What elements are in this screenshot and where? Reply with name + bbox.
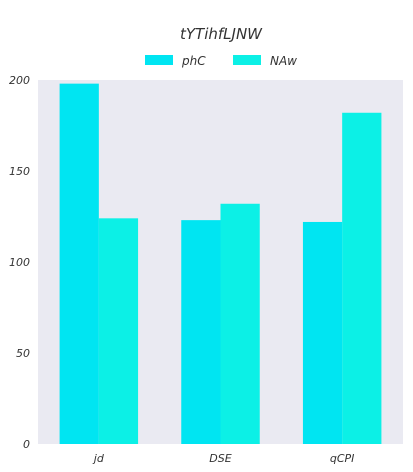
x-tick-label: DSE <box>209 452 231 465</box>
y-tick-label: 150 <box>9 165 30 178</box>
bar-NAw-DSE <box>220 203 260 444</box>
legend-swatch-NAw <box>233 55 261 65</box>
y-axis-ticks: 0 50 100 150 200 <box>9 74 30 451</box>
legend-swatch-phC <box>145 55 173 65</box>
x-axis-ticks: jd DSE qCPI <box>92 452 355 465</box>
bar-NAw-qCPI <box>342 112 382 444</box>
bar-phC-jd <box>59 83 99 444</box>
bar-phC-DSE <box>181 220 221 444</box>
bar-phC-qCPI <box>302 221 343 444</box>
y-tick-label: 0 <box>23 438 30 451</box>
legend-label-NAw: NAw <box>270 54 297 68</box>
legend: phC NAw <box>145 54 297 68</box>
legend-label-phC: phC <box>181 54 206 68</box>
x-tick-label: jd <box>92 452 105 465</box>
chart-title: tYTihfLJNW <box>180 25 263 43</box>
y-tick-label: 50 <box>16 347 30 360</box>
y-tick-label: 200 <box>9 74 30 87</box>
x-tick-label: qCPI <box>330 452 355 465</box>
bar-NAw-jd <box>98 218 139 444</box>
y-tick-label: 100 <box>9 256 30 269</box>
bars <box>59 83 382 444</box>
